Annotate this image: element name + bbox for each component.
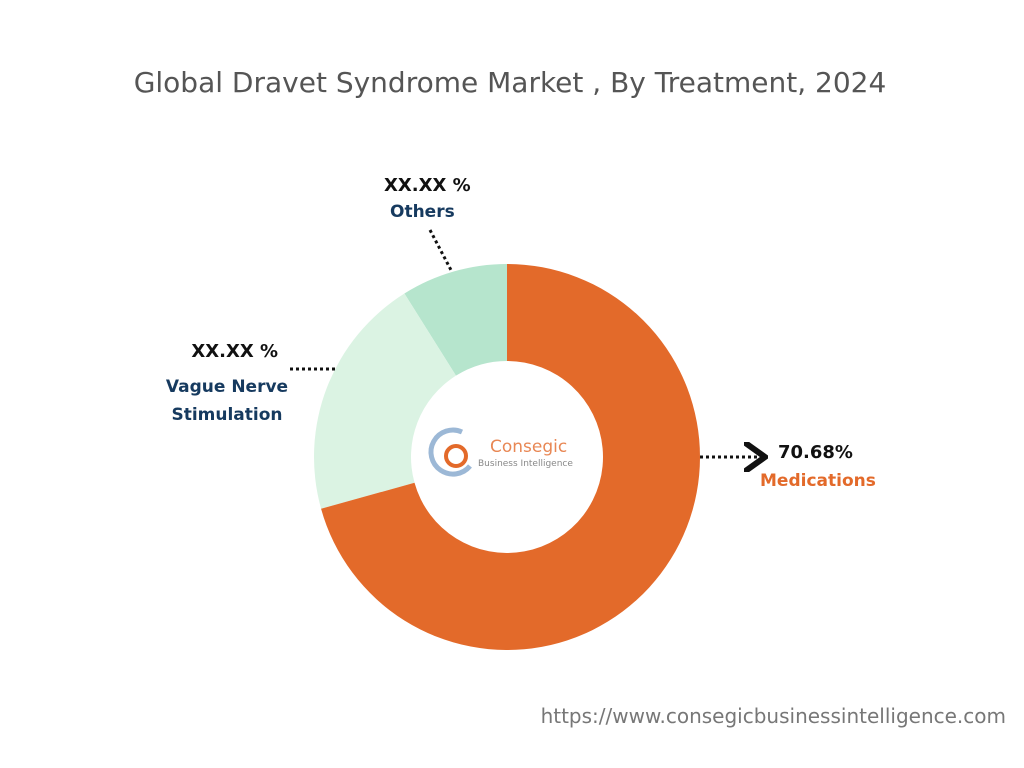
logo-name: Consegic xyxy=(490,437,567,457)
slice xyxy=(404,264,507,376)
chart-title: Global Dravet Syndrome Market , By Treat… xyxy=(133,66,887,99)
value-label: XX.XX % xyxy=(191,341,278,362)
value-label: 70.68% xyxy=(778,442,853,463)
category-label: Others xyxy=(390,202,455,222)
category-label: Medications xyxy=(760,471,876,491)
value-label: XX.XX % xyxy=(384,175,471,196)
slice xyxy=(314,293,456,509)
source-url: https://www.consegicbusinessintelligence… xyxy=(540,704,1006,728)
logo-tagline: Business Intelligence xyxy=(478,459,573,469)
category-label: Vague Nerve Stimulation xyxy=(165,377,289,425)
leader-line xyxy=(428,229,454,273)
slice xyxy=(321,264,700,650)
logo: Consegic Business Intelligence xyxy=(428,427,573,477)
